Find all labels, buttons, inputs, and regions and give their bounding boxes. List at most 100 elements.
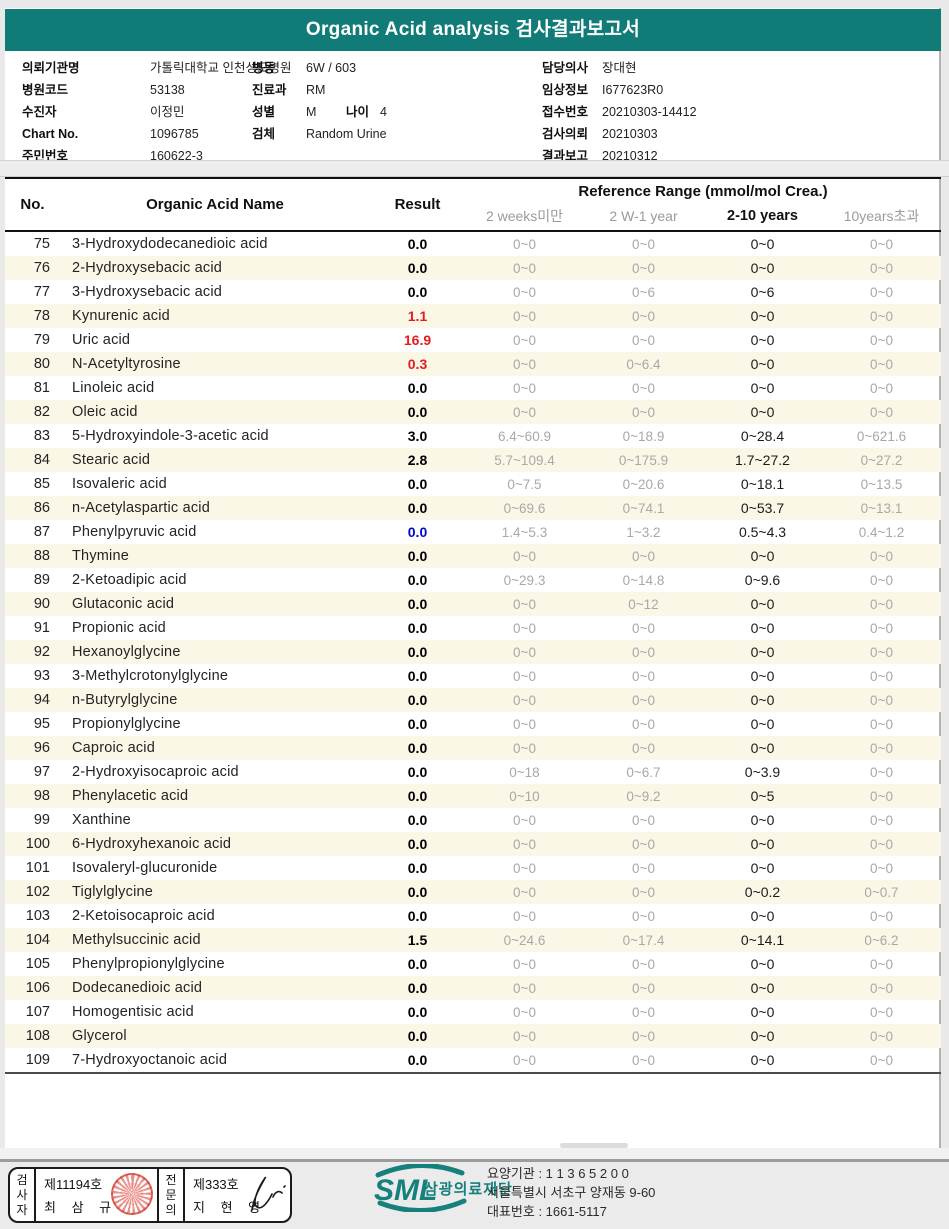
table-row: 94 n-Butyrylglycine 0.0 0~0 0~0 0~0 0~0 (5, 688, 941, 712)
result-value: 16.9 (403, 332, 432, 348)
reference-range-value: 0~0 (870, 620, 893, 636)
reference-range-value: 0~0 (513, 980, 536, 996)
reference-range-value: 0~0 (513, 908, 536, 924)
reference-range-value: 0~0 (870, 740, 893, 756)
organic-acid-name: Isovaleric acid (72, 476, 167, 492)
row-number: 77 (33, 284, 50, 300)
organic-acid-name: Hexanoylglycine (72, 644, 181, 660)
reference-range-value: 0~0 (870, 308, 893, 324)
table-row: 98 Phenylacetic acid 0.0 0~10 0~9.2 0~5 0~0 (5, 784, 941, 808)
reference-range-value: 0~24.6 (503, 932, 546, 948)
patient-info-column-middle: 병동 6W / 603 진료과 RM 성별 M 나이 4 검체 Random Urine (252, 57, 387, 145)
examiner-signature-box: 검사자 제11194호 최 삼 규 전문의 제333호 지 현 영 (8, 1167, 292, 1223)
reference-range-value: 0~0 (870, 404, 893, 420)
patient-info-field: 검사의뢰 20210303 (542, 123, 697, 145)
result-value: 0.0 (407, 788, 428, 804)
row-number: 86 (33, 500, 50, 516)
table-row: 89 2-Ketoadipic acid 0.0 0~29.3 0~14.8 0~9.6 0… (5, 568, 941, 592)
table-row: 75 3-Hydroxydodecanedioic acid 0.0 0~0 0~0 0~… (5, 232, 941, 256)
patient-info-value: 장대현 (602, 61, 637, 75)
reference-range-value: 0.4~1.2 (858, 524, 905, 540)
reference-range-value: 1~3.2 (626, 524, 661, 540)
reference-range-value: 0~0 (513, 236, 536, 252)
patient-info-label: 나이 (346, 105, 370, 119)
table-row: 79 Uric acid 16.9 0~0 0~0 0~0 0~0 (5, 328, 941, 352)
table-row: 84 Stearic acid 2.8 5.7~109.4 0~175.9 1.7~27.… (5, 448, 941, 472)
result-value: 0.0 (407, 716, 428, 732)
table-row: 91 Propionic acid 0.0 0~0 0~0 0~0 0~0 (5, 616, 941, 640)
result-value: 0.0 (407, 740, 428, 756)
organic-acid-name: Dodecanedioic acid (72, 980, 203, 996)
patient-info-field: 검체 Random Urine (252, 123, 387, 145)
result-value: 0.0 (407, 596, 428, 612)
reference-range-value: 0~0 (750, 668, 775, 684)
patient-info-label: 성별 (252, 105, 276, 119)
reference-range-value: 0~18.9 (622, 428, 665, 444)
reference-range-value: 0~20.6 (622, 476, 665, 492)
table-row: 78 Kynurenic acid 1.1 0~0 0~0 0~0 0~0 (5, 304, 941, 328)
reference-range-value: 0~0 (870, 980, 893, 996)
result-value: 0.3 (407, 356, 428, 372)
reference-subheader: 2 weeks미만 (485, 208, 564, 224)
organic-acid-name: Oleic acid (72, 404, 138, 420)
patient-info-field: 성별 M 나이 4 (252, 101, 387, 123)
reference-range-value: 0~0 (750, 260, 775, 276)
row-number: 81 (33, 380, 50, 396)
table-row: 95 Propionylglycine 0.0 0~0 0~0 0~0 0~0 (5, 712, 941, 736)
reference-range-value: 0~0 (870, 356, 893, 372)
examiner-role-label: 검사자 (10, 1169, 36, 1221)
red-seal-stamp-icon (111, 1173, 153, 1215)
reference-range-value: 0~0 (513, 404, 536, 420)
reference-range-value: 0~0 (750, 236, 775, 252)
reference-range-value: 1.7~27.2 (735, 452, 790, 468)
reference-range-value: 0~0 (750, 980, 775, 996)
reference-range-value: 0~0 (870, 380, 893, 396)
table-row: 87 Phenylpyruvic acid 0.0 1.4~5.3 1~3.2 0.5~4… (5, 520, 941, 544)
reference-range-value: 0~53.7 (740, 500, 785, 516)
reference-range-value: 0~0 (870, 764, 893, 780)
reference-range-value: 0~0 (870, 692, 893, 708)
reference-range-value: 0~0 (750, 716, 775, 732)
patient-info-value: 20210312 (602, 149, 658, 163)
reference-range-value: 5.7~109.4 (494, 452, 555, 468)
reference-range-value: 0~18.1 (740, 476, 785, 492)
organic-acid-name: Phenylpyruvic acid (72, 524, 197, 540)
row-number: 96 (33, 740, 50, 756)
reference-range-value: 0~0 (750, 1004, 775, 1020)
table-row: 102 Tiglylglycine 0.0 0~0 0~0 0~0.2 0~0.7 (5, 880, 941, 904)
scrollbar-thumb[interactable] (560, 1143, 628, 1148)
patient-info-field: 임상정보 I677623R0 (542, 79, 697, 101)
reference-range-value: 0~0 (513, 644, 536, 660)
reference-range-value: 0~0 (513, 836, 536, 852)
column-header-reference-range: Reference Range (mmol/mol Crea.) (578, 183, 828, 200)
reference-range-value: 0~0 (750, 740, 775, 756)
organic-acid-name: Propionic acid (72, 620, 166, 636)
organic-acid-name: Thymine (72, 548, 129, 564)
organic-acid-name: n-Acetylaspartic acid (72, 500, 210, 516)
table-row: 83 5-Hydroxyindole-3-acetic acid 3.0 6.4~60… (5, 424, 941, 448)
organic-acid-name: Uric acid (72, 332, 131, 348)
reference-range-value: 0~0 (632, 308, 655, 324)
reference-range-value: 0~0 (513, 380, 536, 396)
result-value: 1.5 (407, 932, 428, 948)
organic-acid-name: 2-Hydroxyisocaproic acid (72, 764, 239, 780)
patient-info-value: 가톨릭대학교 인천성모병원 (150, 61, 292, 75)
examiner-name: 최 삼 규 (44, 1200, 118, 1215)
result-value: 0.0 (407, 812, 428, 828)
table-row: 80 N-Acetyltyrosine 0.3 0~0 0~6.4 0~0 0~0 (5, 352, 941, 376)
footer-address-line: 대표번호 : 1661-5117 (487, 1204, 607, 1219)
reference-range-value: 0~69.6 (503, 500, 546, 516)
row-number: 82 (33, 404, 50, 420)
patient-info-value: 4 (380, 105, 387, 119)
table-row: 85 Isovaleric acid 0.0 0~7.5 0~20.6 0~18.1 0~1… (5, 472, 941, 496)
patient-info-value: Random Urine (306, 127, 387, 141)
reference-range-value: 0~0 (870, 812, 893, 828)
reference-range-value: 0~0 (870, 572, 893, 588)
organic-acid-name: Phenylpropionylglycine (72, 956, 225, 972)
result-value: 0.0 (407, 284, 428, 300)
reference-range-value: 0~9.2 (626, 788, 661, 804)
table-header: No. Organic Acid Name Result Reference R… (5, 179, 941, 230)
patient-info-label: Chart No. (22, 127, 79, 141)
reference-range-value: 0~14.1 (740, 932, 785, 948)
